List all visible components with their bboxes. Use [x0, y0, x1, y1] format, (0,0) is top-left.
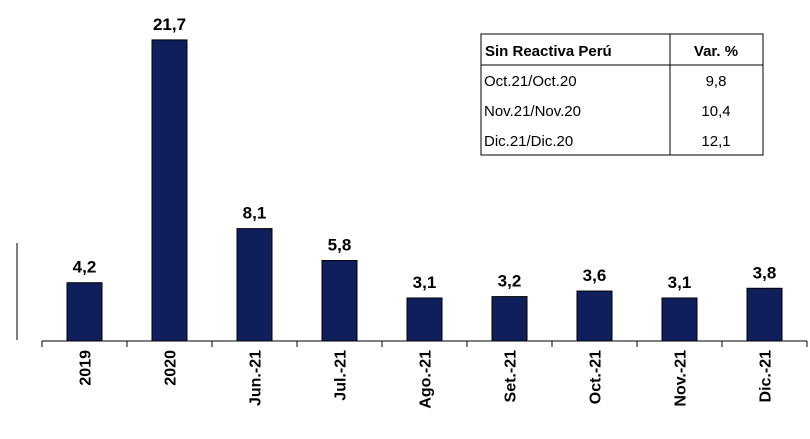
bar: [406, 297, 443, 342]
value-label: 3,1: [413, 273, 437, 292]
value-label: 8,1: [243, 204, 267, 223]
x-tick-label: Jul.-21: [333, 350, 350, 401]
x-tick-label: Oct.-21: [588, 350, 605, 404]
value-label: 21,7: [153, 15, 186, 34]
table-border: [480, 33, 764, 156]
bar: [661, 297, 698, 342]
value-label: 4,2: [73, 258, 97, 277]
bar: [151, 39, 188, 342]
table-cell: 9,8: [706, 73, 727, 90]
table-cell: Dic.21/Dic.20: [484, 133, 573, 150]
bar: [746, 287, 783, 342]
table-header: Sin Reactiva Perú: [485, 43, 612, 60]
x-tick-label: 2019: [78, 350, 95, 386]
x-tick-label: 2020: [163, 350, 180, 386]
table-cell: Oct.21/Oct.20: [484, 73, 577, 90]
table-cell: 12,1: [701, 133, 730, 150]
table-header: Var. %: [694, 43, 738, 60]
value-label: 3,6: [583, 266, 607, 285]
bar: [576, 290, 613, 342]
table-cell: 10,4: [701, 103, 730, 120]
bar: [321, 260, 358, 342]
value-label: 3,8: [753, 263, 777, 282]
x-tick-label: Nov.-21: [673, 350, 690, 407]
x-tick-label: Ago.-21: [418, 350, 435, 409]
table-cell: Nov.21/Nov.20: [484, 103, 581, 120]
bar: [66, 282, 103, 342]
x-tick-label: Set.-21: [503, 350, 520, 403]
value-label: 5,8: [328, 236, 352, 255]
inset-table: [480, 33, 764, 156]
value-label: 3,1: [668, 273, 692, 292]
x-tick-label: Jun.-21: [248, 350, 265, 406]
x-tick-label: Dic.-21: [758, 350, 775, 403]
bar: [491, 296, 528, 342]
value-label: 3,2: [498, 272, 522, 291]
bar: [236, 228, 273, 342]
